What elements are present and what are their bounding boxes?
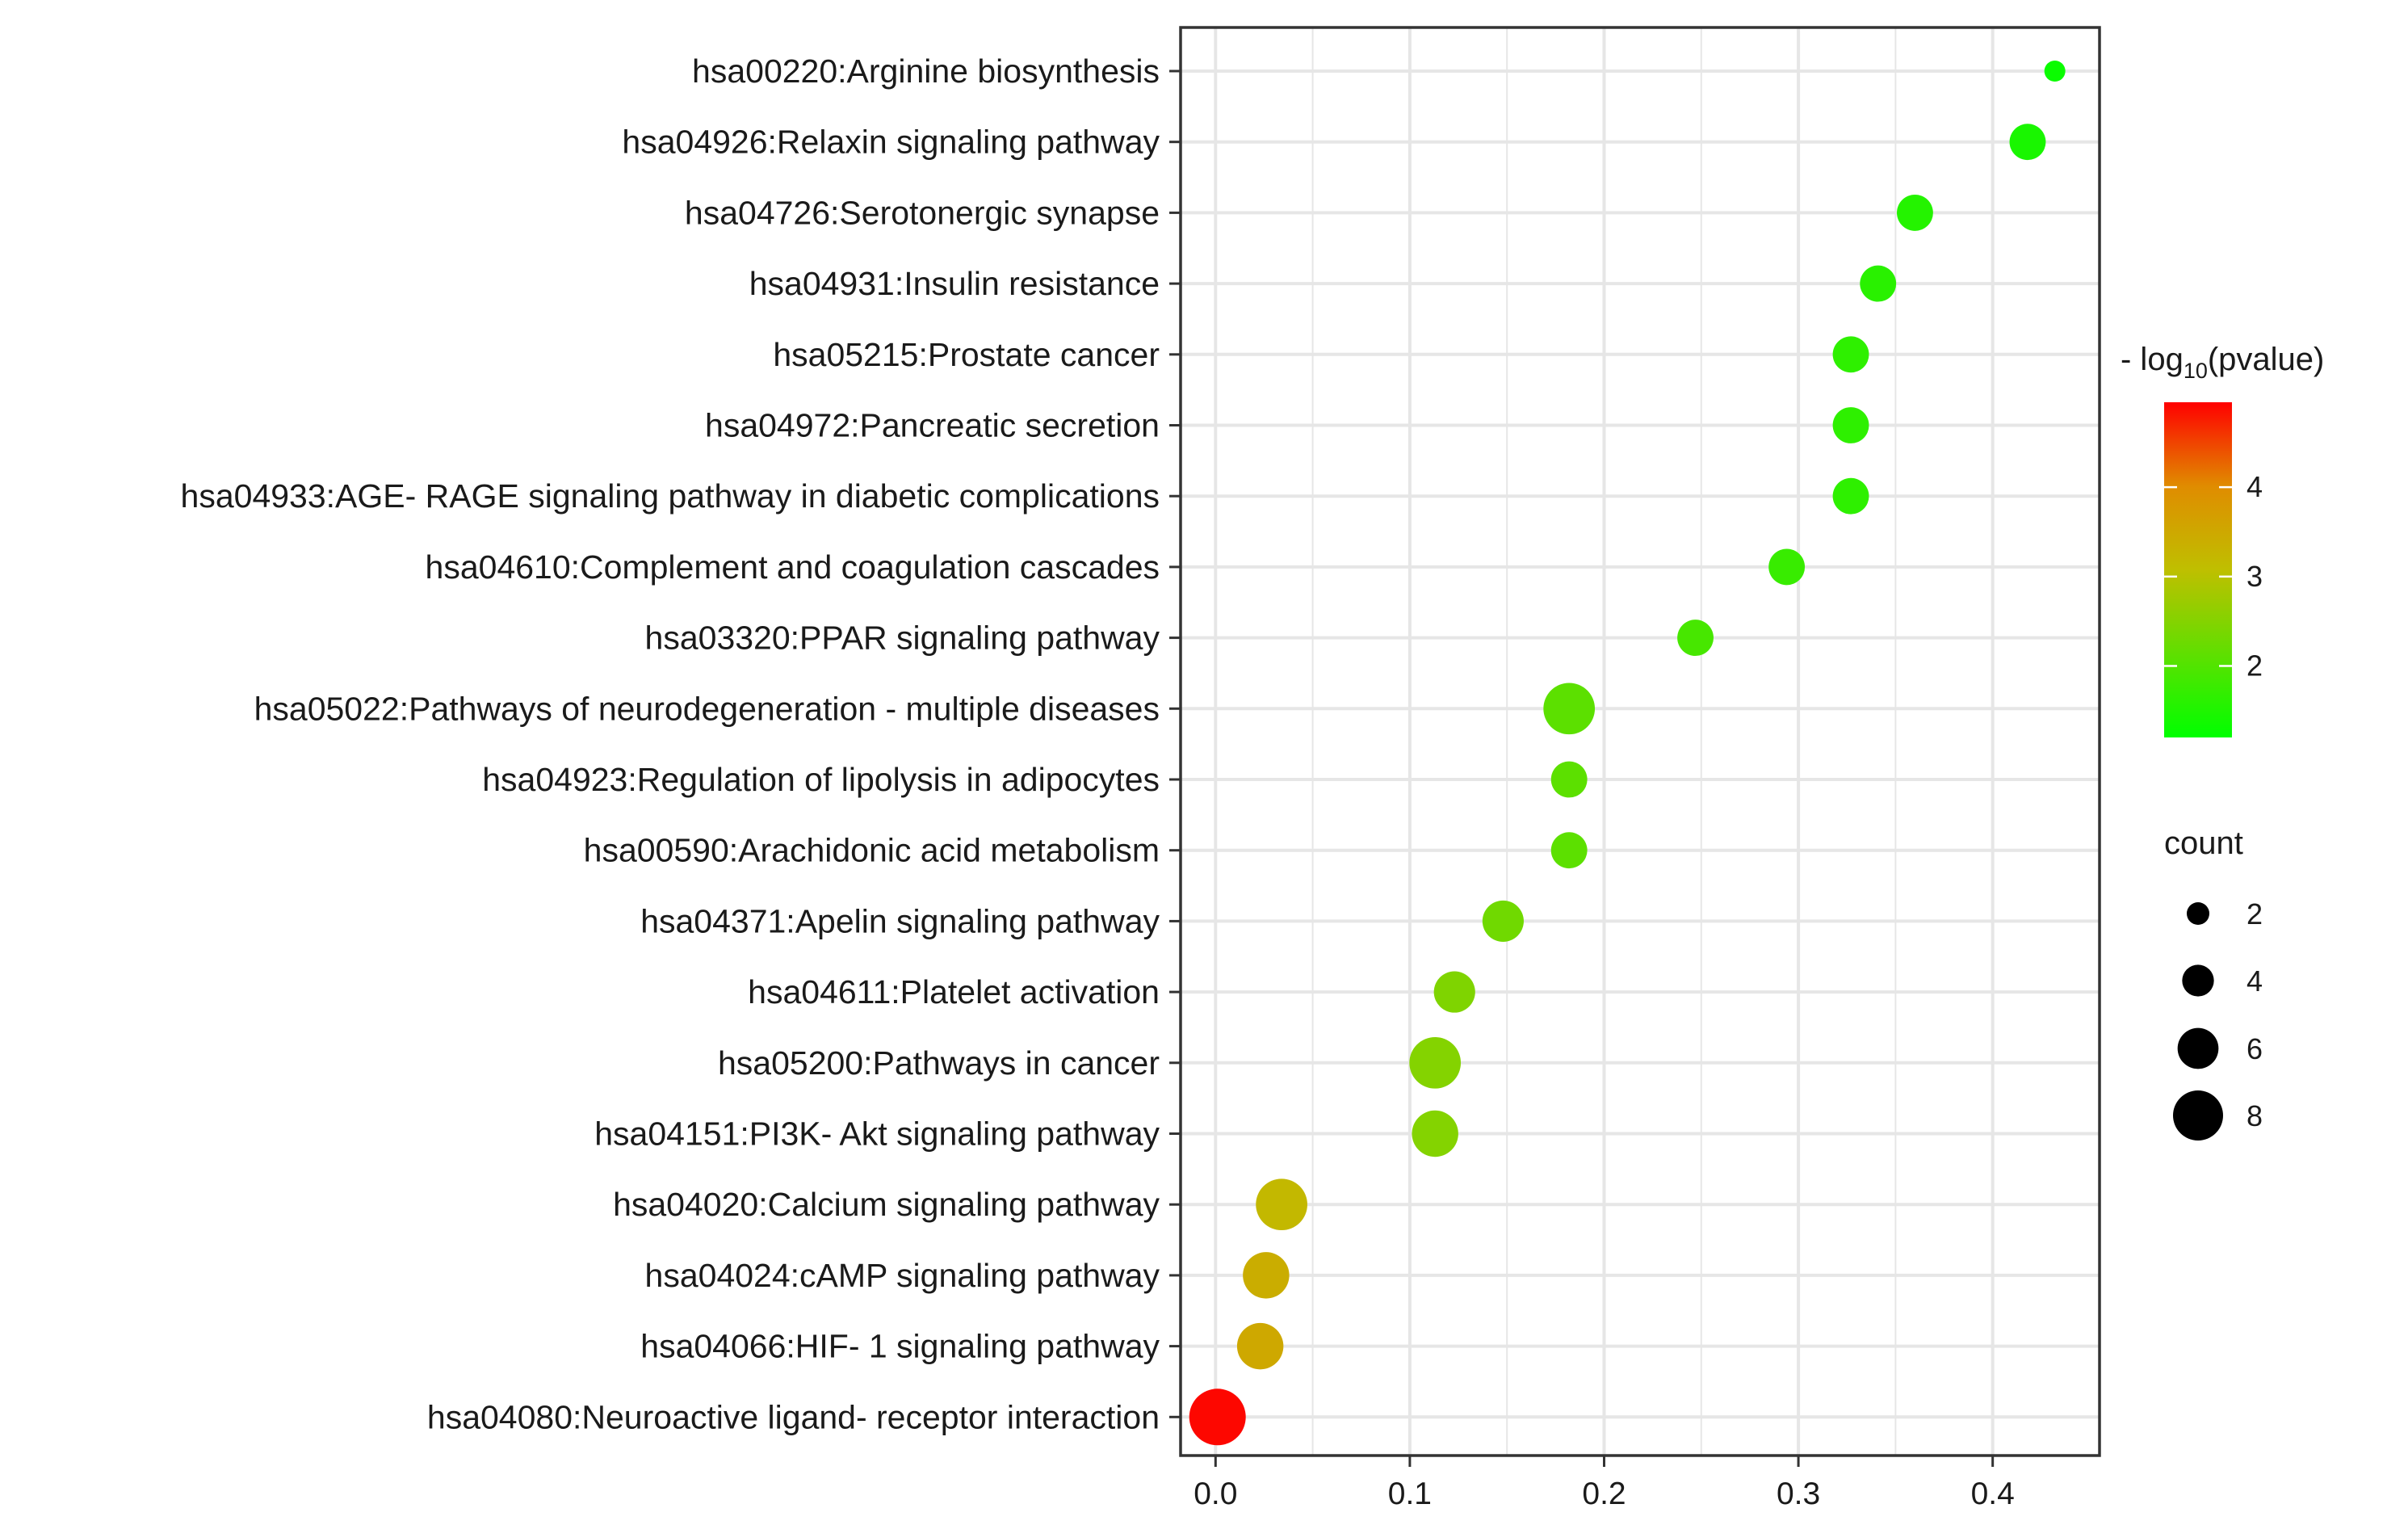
data-point[interactable] (2044, 61, 2066, 82)
colorbar-tick-label: 3 (2246, 560, 2263, 593)
data-point[interactable] (1433, 971, 1475, 1013)
y-tick-label: hsa04020:Calcium signaling pathway (613, 1186, 1160, 1223)
x-tick-label: 0.1 (1388, 1477, 1432, 1511)
color-legend-title-prefix: - log (2121, 342, 2184, 377)
y-tick-label: hsa04371:Apelin signaling pathway (640, 902, 1160, 939)
plot-panel (1181, 27, 2100, 1456)
colorbar-tick-label: 4 (2246, 470, 2263, 503)
data-point[interactable] (1860, 265, 1897, 302)
colorbar-tick-label: 2 (2246, 649, 2263, 682)
y-tick-label: hsa03320:PPAR signaling pathway (645, 620, 1160, 657)
y-tick-label: hsa04151:PI3K- Akt signaling pathway (594, 1115, 1160, 1153)
color-legend-title-suffix: (pvalue) (2208, 342, 2325, 377)
data-point[interactable] (1550, 761, 1588, 798)
y-tick-label: hsa04610:Complement and coagulation casc… (426, 548, 1160, 586)
x-tick-label: 0.3 (1777, 1477, 1820, 1511)
y-tick-label: hsa04931:Insulin resistance (749, 265, 1160, 302)
size-legend-marker (2173, 1090, 2223, 1141)
size-legend-label: 6 (2246, 1032, 2263, 1065)
plot-frame (1179, 26, 2101, 1457)
x-tick-label: 0.2 (1582, 1477, 1626, 1511)
data-point[interactable] (2009, 124, 2046, 161)
legend-area: - log10(pvalue) 2 3 4 count 2 4 6 8 (2121, 342, 2324, 1141)
data-point[interactable] (1256, 1178, 1307, 1231)
y-tick-label: hsa04024:cAMP signaling pathway (645, 1257, 1160, 1294)
data-point[interactable] (1409, 1036, 1462, 1089)
size-legend-marker (2182, 964, 2214, 997)
color-legend-title: - log10(pvalue) (2121, 342, 2324, 383)
data-point[interactable] (1482, 900, 1524, 942)
y-tick-label: hsa04923:Regulation of lipolysis in adip… (482, 761, 1160, 798)
y-tick-label: hsa04726:Serotonergic synapse (685, 194, 1160, 231)
y-tick-label: hsa04066:HIF- 1 signaling pathway (640, 1328, 1160, 1365)
y-tick-label: hsa00220:Arginine biosynthesis (692, 53, 1160, 90)
data-point[interactable] (1832, 407, 1869, 443)
y-tick-label: hsa04611:Platelet activation (748, 973, 1160, 1010)
size-legend-label: 8 (2246, 1099, 2263, 1132)
x-tick-label: 0.4 (1971, 1477, 2015, 1511)
y-tick-label: hsa05022:Pathways of neurodegeneration -… (254, 690, 1160, 727)
size-legend-label: 2 (2246, 897, 2263, 931)
colorbar (2164, 402, 2232, 737)
data-point[interactable] (1243, 1252, 1290, 1299)
data-point[interactable] (1897, 194, 1933, 231)
y-tick-label: hsa00590:Arachidonic acid metabolism (584, 832, 1160, 869)
y-tick-label: hsa05200:Pathways in cancer (718, 1044, 1160, 1082)
y-tick-label: hsa04972:Pancreatic secretion (705, 407, 1160, 444)
data-point[interactable] (1189, 1388, 1246, 1446)
data-point[interactable] (1543, 683, 1596, 735)
plot-area: hsa00220:Arginine biosynthesis hsa04926:R… (181, 26, 2101, 1511)
size-legend-title: count (2164, 826, 2243, 861)
y-tick-label: hsa04080:Neuroactive ligand- receptor in… (427, 1398, 1160, 1435)
size-legend-marker (2177, 1027, 2219, 1069)
data-point[interactable] (1768, 548, 1806, 586)
size-legend-marker (2187, 902, 2209, 925)
size-legend-label: 4 (2246, 964, 2263, 998)
y-tick-label: hsa04926:Relaxin signaling pathway (622, 124, 1160, 161)
color-legend-title-subscript: 10 (2184, 359, 2208, 383)
y-tick-label: hsa05215:Prostate cancer (773, 336, 1160, 373)
data-point[interactable] (1677, 620, 1714, 657)
data-point[interactable] (1236, 1322, 1284, 1370)
y-tick-label: hsa04933:AGE- RAGE signaling pathway in … (181, 477, 1160, 515)
data-point[interactable] (1550, 832, 1588, 869)
data-point[interactable] (1832, 477, 1869, 515)
x-tick-label: 0.0 (1194, 1477, 1237, 1511)
data-point[interactable] (1832, 336, 1869, 373)
data-point[interactable] (1412, 1110, 1458, 1157)
